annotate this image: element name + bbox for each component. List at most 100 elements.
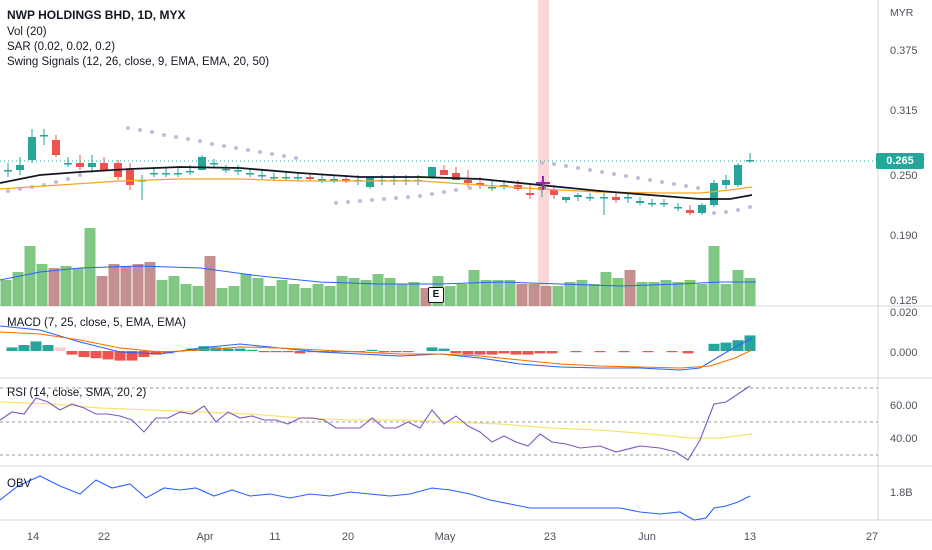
macd-histogram-bar [510, 351, 522, 355]
candle-body [600, 197, 608, 199]
candle-body [246, 173, 254, 175]
sar-dot [468, 186, 472, 190]
candle-body [198, 157, 206, 170]
macd-histogram-bar [708, 343, 720, 351]
candle-body [16, 165, 24, 170]
macd-histogram-bar [426, 347, 438, 351]
volume-bar [84, 228, 96, 306]
macd-histogram-bar [6, 347, 18, 351]
price-tick-label: 0.375 [890, 45, 918, 57]
sar-dot [210, 142, 214, 146]
macd-histogram-bar [474, 351, 486, 355]
volume-bar [456, 284, 468, 306]
sar-dot [552, 162, 556, 166]
volume-bar [708, 246, 720, 306]
macd-histogram-bar [162, 351, 174, 354]
sar-dot [174, 135, 178, 139]
volume-bar [600, 272, 612, 306]
macd-histogram-bar [150, 351, 162, 355]
candle-body [64, 163, 72, 165]
x-axis-label: 23 [544, 531, 556, 543]
sar-dot [576, 166, 580, 170]
price-tick-label: 0.250 [890, 170, 918, 182]
sar-dot [724, 210, 728, 214]
sar-dot [430, 192, 434, 196]
volume-bar [324, 286, 336, 306]
macd-histogram-bar [54, 347, 66, 351]
legend-swing: Swing Signals (12, 26, close, 9, EMA, EM… [7, 56, 270, 68]
sar-dot [442, 190, 446, 194]
volume-bar [264, 286, 276, 306]
macd-histogram-bar [450, 351, 462, 354]
macd-tick-label: 0.000 [890, 347, 918, 359]
rsi-tick-label: 60.00 [890, 400, 918, 412]
macd-histogram-bar [402, 351, 414, 353]
macd-histogram-bar [682, 351, 694, 354]
volume-bar [216, 288, 228, 306]
sar-dot [6, 189, 10, 193]
volume-bar [300, 288, 312, 306]
obv-label: OBV [7, 478, 32, 490]
candle-body [452, 173, 460, 180]
macd-histogram-bar [234, 348, 246, 351]
candle-body [526, 193, 534, 195]
volume-bar [204, 256, 216, 306]
rsi-ma-line [0, 401, 753, 439]
candle-body [464, 180, 472, 183]
candle-body [126, 170, 134, 185]
volume-bar [360, 280, 372, 306]
volume-bar [720, 284, 732, 306]
macd-histogram-bar [498, 351, 510, 354]
ema50-line [0, 166, 753, 200]
candle-body [648, 203, 656, 205]
price-tick-label: 0.190 [890, 230, 918, 242]
candle-body [330, 179, 338, 181]
macd-histogram-bar [318, 351, 330, 353]
volume-bar [312, 284, 324, 306]
x-axis-label: May [435, 531, 456, 543]
volume-bar [504, 280, 516, 306]
candle-body [550, 190, 558, 195]
x-axis-label: 14 [27, 531, 39, 543]
candle-body [306, 177, 314, 179]
x-axis-label: Jun [638, 531, 656, 543]
candle-body [746, 160, 754, 162]
volume-ma-line [0, 265, 756, 287]
candle-body [366, 177, 374, 187]
volume-bar [588, 284, 600, 306]
sar-dot [282, 154, 286, 158]
x-axis-label: 22 [98, 531, 110, 543]
volume-bar [252, 278, 264, 306]
candle-body [710, 183, 718, 205]
price-tick-label: 0.125 [890, 295, 918, 307]
macd-histogram-bar [78, 351, 90, 357]
sar-dot [222, 144, 226, 148]
volume-bar [684, 280, 696, 306]
candle-body [174, 173, 182, 175]
macd-histogram-bar [594, 351, 606, 353]
sar-dot [126, 126, 130, 130]
sar-dot [334, 201, 338, 205]
volume-bar [288, 284, 300, 306]
macd-label: MACD (7, 25, close, 5, EMA, EMA) [7, 317, 186, 329]
sar-dot [454, 188, 458, 192]
macd-histogram-bar [18, 345, 30, 351]
earnings-badge[interactable]: E [428, 287, 444, 303]
volume-bar [24, 246, 36, 306]
volume-bar [408, 282, 420, 306]
volume-bar [168, 276, 180, 306]
macd-histogram-bar [642, 351, 654, 353]
sar-dot [78, 173, 82, 177]
highlight-band [538, 0, 549, 306]
volume-bar [276, 280, 288, 306]
x-axis-label: 11 [269, 531, 280, 543]
macd-histogram-bar [174, 351, 186, 353]
volume-bar [672, 282, 684, 306]
candle-body [40, 135, 48, 137]
volume-bar [132, 264, 144, 306]
volume-bar [36, 264, 48, 306]
macd-histogram-bar [42, 345, 54, 351]
macd-signal-line [0, 331, 753, 369]
x-axis-label: Apr [196, 531, 213, 543]
rsi-tick-label: 40.00 [890, 433, 918, 445]
